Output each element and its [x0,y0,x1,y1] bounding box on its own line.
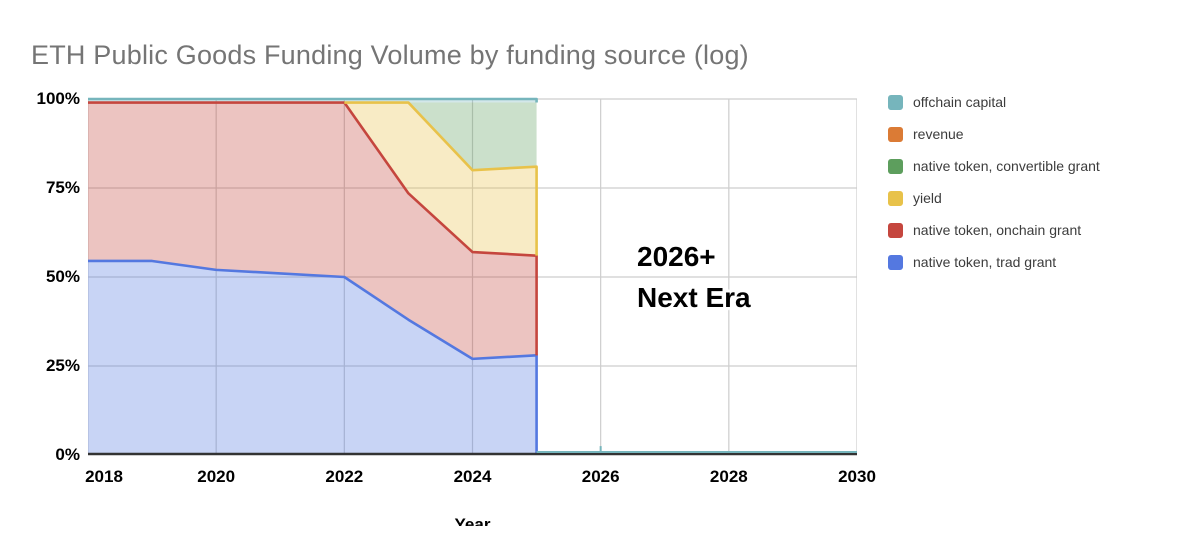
legend-swatch-icon [888,126,903,142]
y-tick-label-25: 25% [45,356,80,375]
x-tick-label-2024: 2024 [453,467,492,486]
x-axis-title: Year [454,515,491,526]
annotation-line-2: Next Era [637,282,751,313]
legend-item-5: native token, trad grant [888,254,1100,270]
legend-item-4: native token, onchain grant [888,222,1100,238]
x-tick-label-2026: 2026 [581,467,620,486]
legend-item-0: offchain capital [888,94,1100,110]
x-axis-title-clip: Year [88,514,857,526]
x-tick-label-2018: 2018 [85,467,123,486]
legend-label: native token, convertible grant [913,158,1100,174]
y-tick-label-50: 50% [45,267,80,286]
x-tick-label-2030: 2030 [838,467,876,486]
legend-label: revenue [913,126,964,142]
annotation-line-1: 2026+ [637,241,716,272]
legend-swatch-icon [888,222,903,238]
next-era-annotation: 2026+ Next Era [637,236,751,318]
legend-item-1: revenue [888,126,1100,142]
y-tick-label-0: 0% [55,445,80,464]
legend-label: offchain capital [913,94,1007,110]
x-tick-label-2028: 2028 [709,467,748,486]
legend-swatch-icon [888,254,903,270]
y-tick-label-100: 100% [36,89,80,108]
y-tick-label-75: 75% [45,178,80,197]
legend-label: native token, onchain grant [913,222,1082,238]
x-tick-label-2020: 2020 [197,467,236,486]
x-tick-label-2022: 2022 [325,467,364,486]
legend-swatch-icon [888,158,903,174]
legend-swatch-icon [888,190,903,206]
legend-label: native token, trad grant [913,254,1057,270]
legend-swatch-icon [888,94,903,110]
legend-item-2: native token, convertible grant [888,158,1100,174]
chart-title: ETH Public Goods Funding Volume by fundi… [31,40,749,70]
legend-label: yield [913,190,942,206]
stacked-area-plot [88,97,857,456]
legend-item-3: yield [888,190,1100,206]
chart-legend: offchain capital revenue native token, con… [888,94,1100,286]
